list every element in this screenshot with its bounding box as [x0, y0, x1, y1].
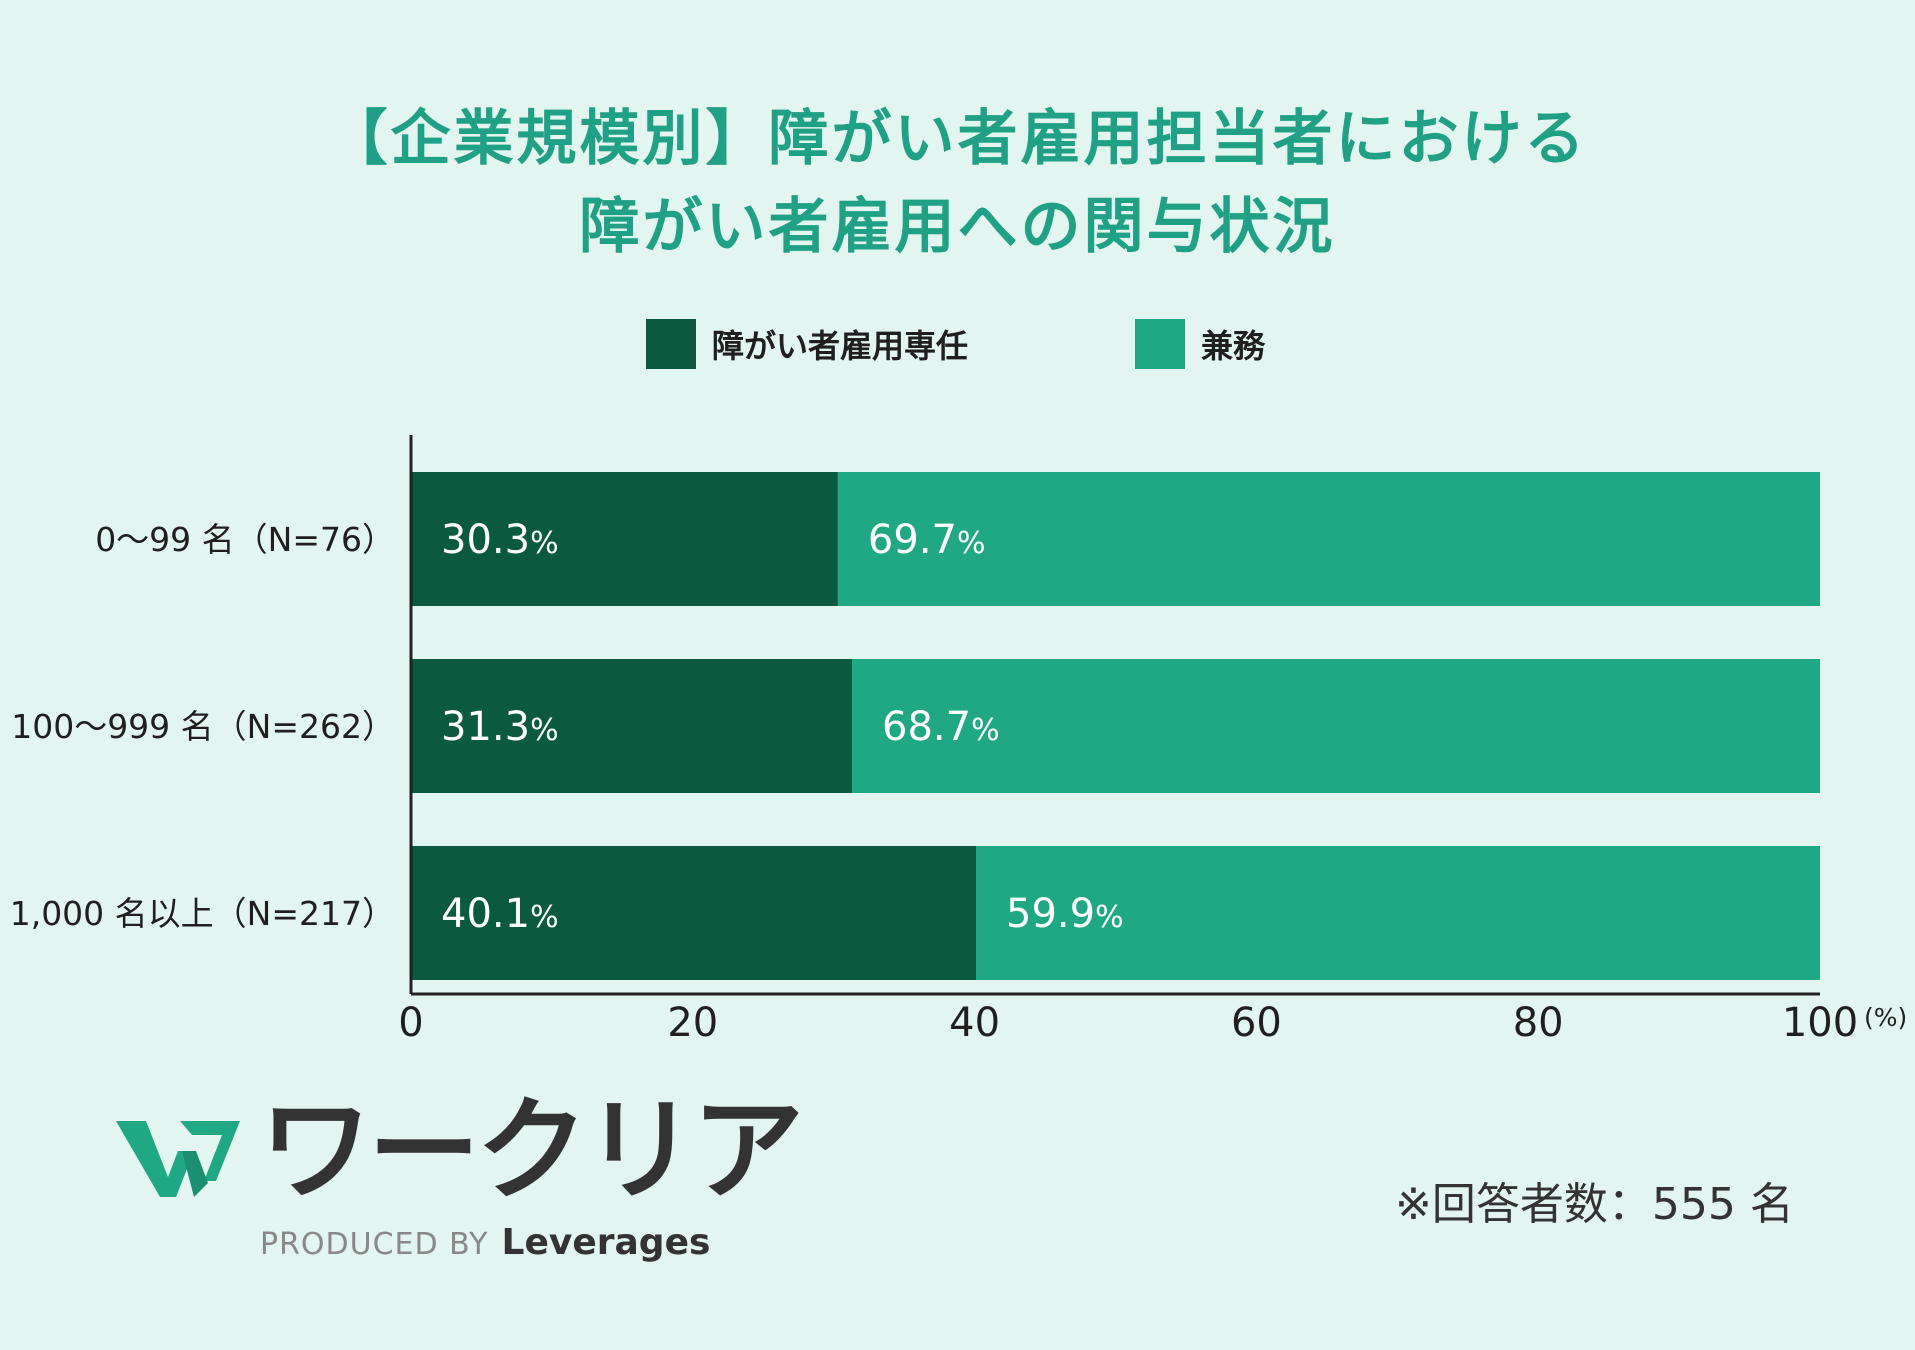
logo-wordmark: ワークリア — [260, 1086, 804, 1216]
bar-concurrent-2 — [976, 846, 1820, 980]
category-label-0: 0～99 名（N=76） — [95, 520, 395, 559]
x-tick-label-100: 100 — [1782, 1000, 1858, 1046]
legend: 障がい者雇用専任 兼務 — [0, 318, 1915, 370]
data-label-concurrent-1: 68.7% — [882, 704, 1000, 750]
x-tick-label-80: 80 — [1513, 1000, 1564, 1046]
title-line-2: 障がい者雇用への関与状況 — [579, 192, 1336, 262]
logo-produced-by: PRODUCED BY — [260, 1227, 489, 1262]
category-label-2: 1,000 名以上（N=217） — [10, 894, 395, 933]
chart-title: 【企業規模別】障がい者雇用担当者における 障がい者雇用への関与状況 — [0, 95, 1915, 271]
x-tick-label-60: 60 — [1231, 1000, 1282, 1046]
legend-label-dedicated: 障がい者雇用専任 — [712, 327, 969, 365]
bar-dedicated-1 — [411, 659, 853, 793]
bar-chart: 30.3% 69.7%0～99 名（N=76）31.3% 68.7%100～999 … — [10, 435, 1907, 1046]
bar-concurrent-0 — [837, 472, 1820, 606]
respondent-count-note: ※回答者数：555 名 — [1395, 1179, 1794, 1230]
x-axis-unit: (%) — [1864, 1003, 1907, 1032]
legend-swatch-concurrent — [1135, 319, 1185, 369]
category-label-1: 100～999 名（N=262） — [11, 707, 395, 746]
bar-concurrent-1 — [852, 659, 1820, 793]
legend-swatch-dedicated — [646, 319, 696, 369]
x-tick-label-0: 0 — [398, 1000, 423, 1046]
logo-company: Leverages — [501, 1222, 711, 1263]
legend-item-concurrent: 兼務 — [1135, 318, 1265, 370]
logo-w-icon — [116, 1121, 240, 1197]
bar-dedicated-2 — [411, 846, 977, 980]
x-tick-label-40: 40 — [949, 1000, 1000, 1046]
legend-label-concurrent: 兼務 — [1201, 327, 1266, 365]
logo-subtitle: PRODUCED BY Leverages — [260, 1221, 710, 1271]
x-tick-label-20: 20 — [667, 1000, 718, 1046]
title-line-1: 【企業規模別】障がい者雇用担当者における — [327, 104, 1588, 174]
bar-dedicated-0 — [411, 472, 838, 606]
legend-item-dedicated: 障がい者雇用専任 — [646, 318, 968, 370]
